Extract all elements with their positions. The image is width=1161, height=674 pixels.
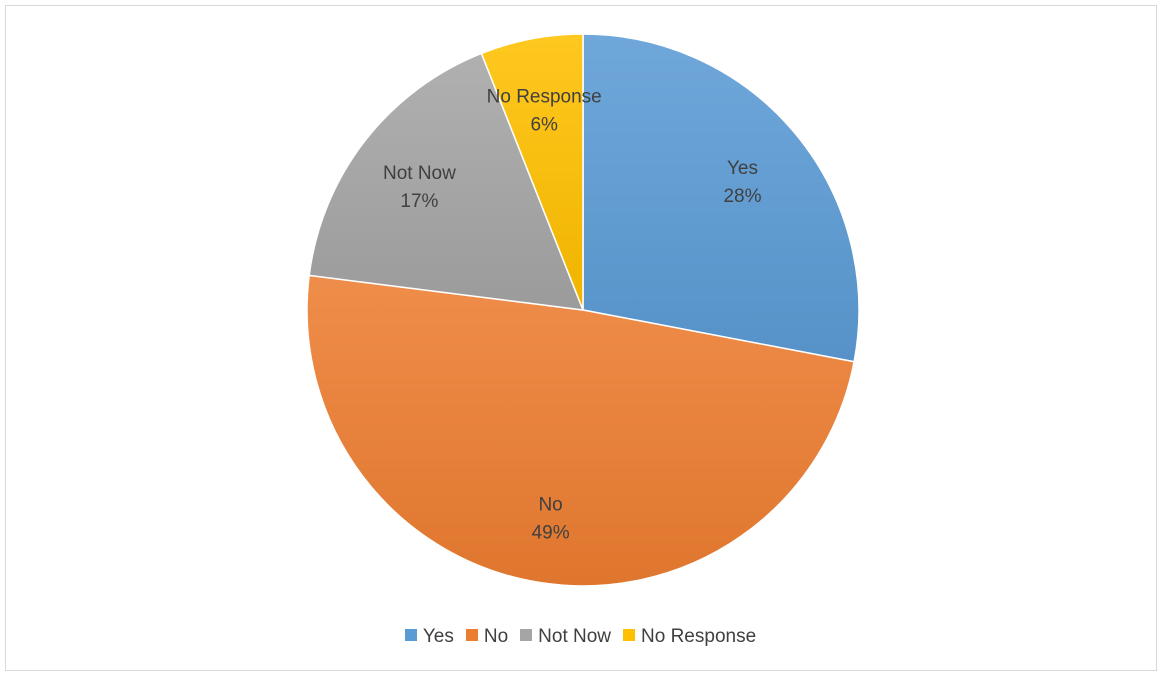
legend-swatch-yes [404, 629, 417, 641]
legend-label-no-response: No Response [641, 626, 757, 647]
pie-slice-not-now [308, 52, 585, 311]
legend-swatch-not-now [520, 629, 533, 641]
legend-label-yes: Yes [422, 626, 454, 647]
legend: Yes No Not Now No Response [0, 626, 1161, 648]
legend-item-yes: Yes [404, 626, 454, 648]
legend-item-not-now: Not Now [520, 626, 611, 648]
legend-item-no: No [465, 626, 509, 648]
data-label-no-response: No Response 6% [487, 87, 602, 136]
legend-label-not-now: Not Now [538, 626, 612, 647]
pie-slice-yes [582, 33, 860, 363]
pie-slice-no-response [480, 33, 584, 311]
legend-label-no: No [483, 626, 509, 647]
data-label-yes: Yes 28% [723, 158, 761, 207]
legend-swatch-no [465, 629, 478, 641]
pie-slice-no [306, 274, 855, 587]
data-label-no: No 49% [532, 495, 570, 544]
legend-item-no-response: No Response [623, 626, 756, 648]
legend-swatch-no-response [623, 629, 636, 641]
data-label-not-now: Not Now 17% [383, 163, 456, 212]
